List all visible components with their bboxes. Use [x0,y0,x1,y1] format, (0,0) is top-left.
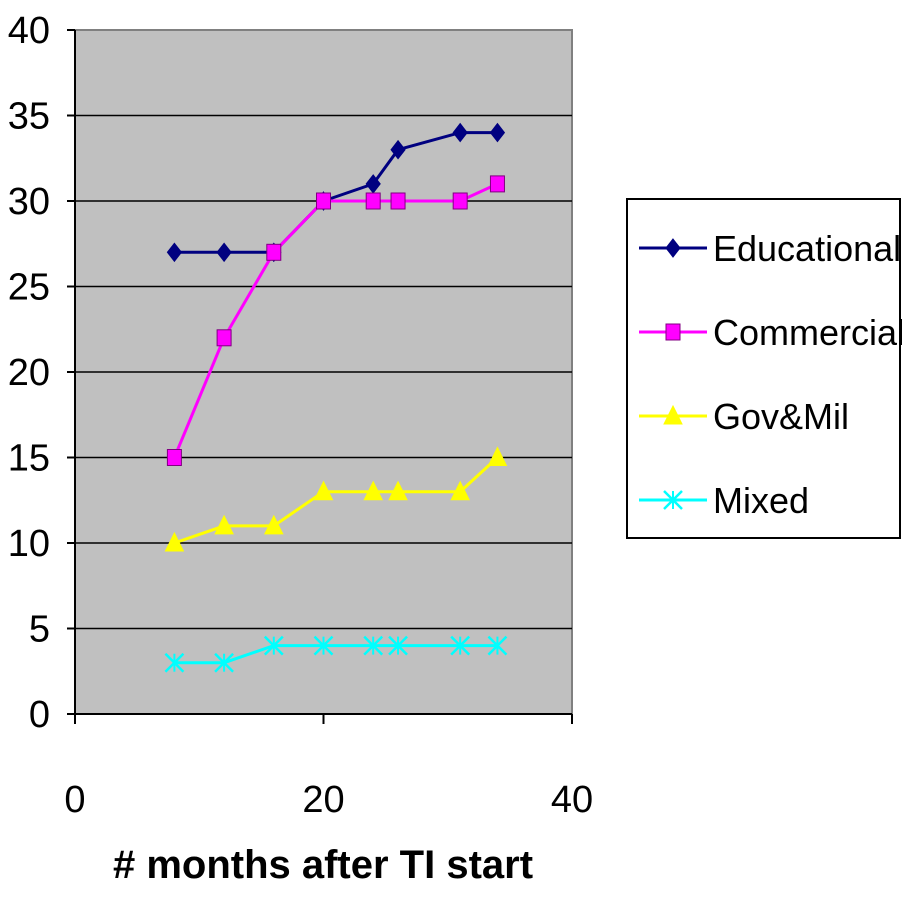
legend-marker [663,490,683,510]
x-tick-label: 20 [302,779,344,821]
series-line [173,456,499,545]
y-tick-label: 25 [8,267,50,309]
data-point [164,652,185,673]
y-tick-label: 30 [8,181,50,223]
legend-marker [665,238,681,258]
data-point [313,480,334,501]
y-tick-label: 10 [8,523,50,565]
data-point [390,192,406,210]
x-tick-label: 0 [64,779,85,821]
data-point [388,635,408,656]
series-line [174,644,498,665]
data-point [390,139,406,160]
data-point [388,480,408,501]
data-point [216,329,232,347]
series-line [174,131,498,254]
data-point [450,635,471,656]
legend-label: Commercial [713,312,902,353]
data-series [164,122,508,673]
series-mixed [164,635,508,673]
y-tick-label: 35 [8,96,50,138]
data-point [489,175,505,193]
data-point [487,446,508,466]
legend-label: Mixed [713,480,809,521]
data-point [214,652,234,673]
series-line [173,182,499,459]
legend-item: Educational [639,228,901,269]
data-point [489,122,506,143]
y-tick-label: 0 [29,694,50,736]
data-point [214,514,234,535]
data-point [316,192,331,210]
data-point [450,480,470,501]
x-axis-label: # months after TI start [113,843,533,887]
x-tick-label: 40 [551,779,593,821]
data-point [216,242,232,263]
y-tick-label: 40 [8,10,50,52]
data-point [164,531,185,552]
legend-label: Educational [713,228,901,269]
legend-item: Commercial [639,312,902,353]
legend-label: Gov&Mil [713,396,849,437]
data-point [166,449,182,466]
series-commercial [166,175,505,466]
y-tick-label: 5 [29,609,50,651]
data-point [363,480,384,501]
legend-marker [663,404,683,425]
data-point [452,192,468,210]
legend-items: Educational Commercial Gov&Mil Mixed [639,228,902,521]
legend: Educational Commercial Gov&Mil Mixed [626,198,902,539]
data-point [263,635,284,656]
legend-marker [665,323,681,341]
series-gov-mil [164,446,508,552]
data-point [266,243,282,261]
data-point [263,514,284,535]
data-point [313,635,334,656]
axes [67,29,573,724]
data-point [452,122,468,143]
legend-item: Mixed [639,480,809,521]
tick-labels: 0 5 10 15 20 25 30 35 40 0 20 40 [8,10,593,821]
y-tick-label: 20 [8,352,50,394]
data-point [487,635,508,656]
y-tick-label: 15 [8,438,50,480]
data-point [166,242,183,263]
data-point [363,635,384,656]
legend-item: Gov&Mil [639,396,849,437]
data-point [365,192,381,210]
